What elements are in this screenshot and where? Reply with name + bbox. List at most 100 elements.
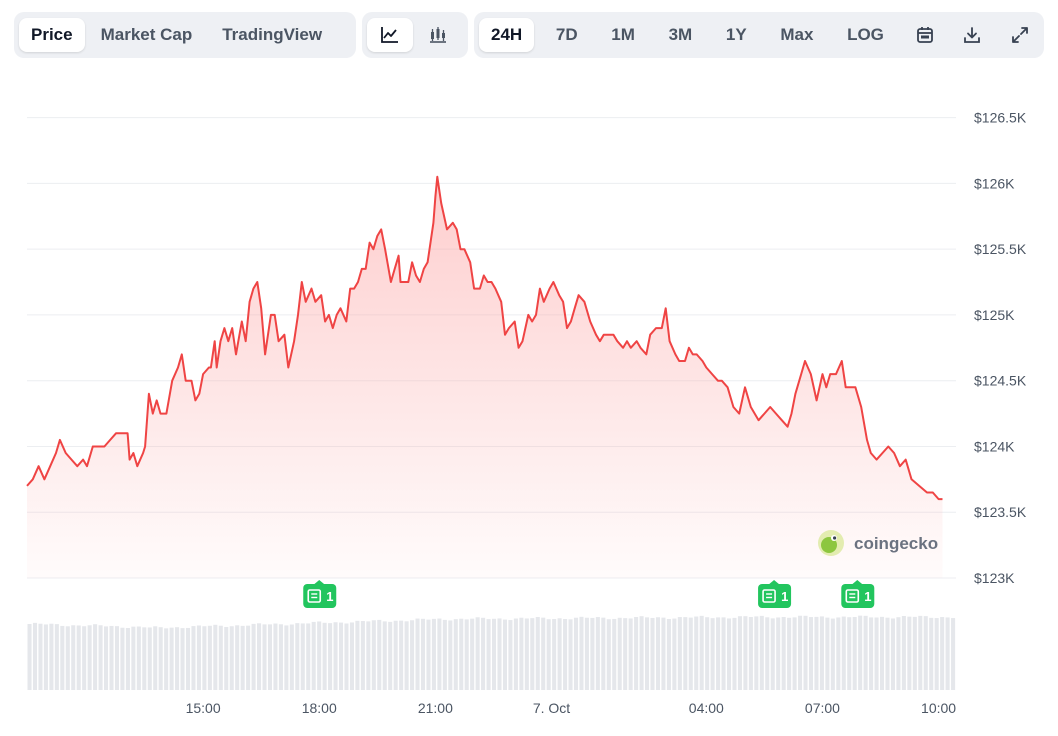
volume-bar [267, 624, 273, 690]
volume-bar [27, 624, 32, 690]
volume-bar [492, 618, 497, 690]
volume-bar [770, 618, 775, 690]
volume-bar [355, 620, 360, 690]
volume-bar [87, 625, 92, 690]
volume-bar [399, 620, 404, 690]
volume-bar [852, 617, 857, 690]
volume-bar [415, 618, 420, 690]
volume-bar [278, 624, 283, 690]
volume-bar [317, 621, 322, 690]
volume-bar [743, 616, 748, 690]
volume-bar [584, 617, 589, 690]
volume-bar [557, 618, 562, 690]
volume-bar [940, 617, 945, 690]
volume-bar [590, 617, 595, 690]
tab-market-cap[interactable]: Market Cap [100, 25, 193, 44]
volume-bar [131, 626, 136, 690]
volume-bar [694, 616, 699, 690]
volume-bar [819, 616, 824, 690]
price-area [26, 175, 943, 579]
tab-tradingview[interactable]: TradingView [222, 25, 323, 44]
x-tick-label: 21:00 [418, 700, 453, 716]
range-24h-button[interactable]: 24H [479, 18, 535, 52]
volume-bar [814, 616, 819, 690]
range-max-button[interactable]: Max [780, 25, 814, 44]
range-1y-button[interactable]: 1Y [725, 25, 747, 44]
volume-bar [464, 619, 469, 690]
volume-bar [759, 615, 764, 690]
volume-bar [705, 617, 710, 690]
volume-bar [147, 627, 152, 690]
news-marker[interactable]: 1 [303, 580, 337, 608]
volume-bar [349, 622, 354, 690]
volume-bar [262, 624, 267, 690]
volume-bar [448, 620, 453, 690]
volume-bar [579, 616, 584, 690]
calendar-icon [916, 26, 934, 44]
volume-bar [114, 626, 119, 690]
volume-bar [404, 621, 409, 690]
log-scale-button[interactable]: LOG [847, 25, 884, 44]
volume-bar [716, 617, 721, 690]
volume-bar [344, 623, 349, 690]
volume-bar [683, 617, 688, 690]
chart-view-toggle [362, 12, 468, 58]
news-marker[interactable]: 1 [841, 580, 875, 608]
volume-bar [907, 616, 912, 690]
x-tick-label: 04:00 [689, 700, 724, 716]
y-tick-label: $123.5K [974, 504, 1027, 520]
volume-bar [912, 616, 917, 690]
volume-bar [918, 615, 923, 690]
volume-bar [623, 618, 628, 690]
time-range-selector: 24H 7D 1M 3M 1Y Max LOG [474, 12, 1044, 58]
volume-bar [60, 625, 65, 690]
volume-bar [737, 616, 742, 690]
fullscreen-button[interactable] [1001, 18, 1039, 52]
volume-bar [645, 617, 650, 690]
volume-bar [896, 617, 901, 690]
volume-bar [104, 626, 109, 690]
volume-bar [185, 627, 191, 690]
volume-bar [338, 622, 344, 690]
volume-bar [808, 617, 814, 690]
volume-bar [879, 616, 885, 690]
volume-bar [229, 626, 234, 690]
volume-bar [677, 617, 682, 690]
volume-bar [792, 617, 797, 690]
volume-bar [573, 617, 579, 690]
date-picker-button[interactable] [906, 18, 944, 52]
volume-bar [306, 623, 311, 690]
range-7d-button[interactable]: 7D [555, 25, 578, 44]
volume-bar [410, 620, 415, 690]
volume-bar [601, 617, 606, 690]
volume-bar [136, 626, 141, 690]
tab-price[interactable]: Price [19, 18, 85, 52]
volume-bar [721, 617, 726, 690]
volume-bar [688, 617, 693, 690]
news-marker[interactable]: 1 [758, 580, 792, 608]
volume-bar [109, 625, 114, 690]
download-button[interactable] [953, 18, 991, 52]
volume-bar [311, 621, 316, 690]
gecko-logo-icon [818, 530, 844, 556]
range-3m-button[interactable]: 3M [668, 25, 693, 44]
news-count: 1 [781, 589, 788, 604]
candlestick-chart-button[interactable] [415, 18, 461, 52]
volume-bar [508, 620, 513, 690]
volume-bar [934, 618, 939, 690]
volume-bar [437, 618, 442, 690]
volume-bar [82, 626, 87, 690]
volume-bar [251, 623, 256, 690]
line-chart-button[interactable] [367, 18, 413, 52]
chart-type-tabs: Price Market Cap TradingView [14, 12, 356, 58]
volume-bar [43, 624, 48, 690]
volume-bar [628, 618, 633, 690]
y-tick-label: $125.5K [974, 241, 1027, 257]
volume-bar [502, 619, 507, 690]
volume-bar [847, 617, 852, 690]
volume-bar [923, 616, 928, 690]
range-1m-button[interactable]: 1M [611, 25, 635, 44]
volume-bar [639, 616, 644, 690]
x-tick-label: 18:00 [302, 700, 337, 716]
